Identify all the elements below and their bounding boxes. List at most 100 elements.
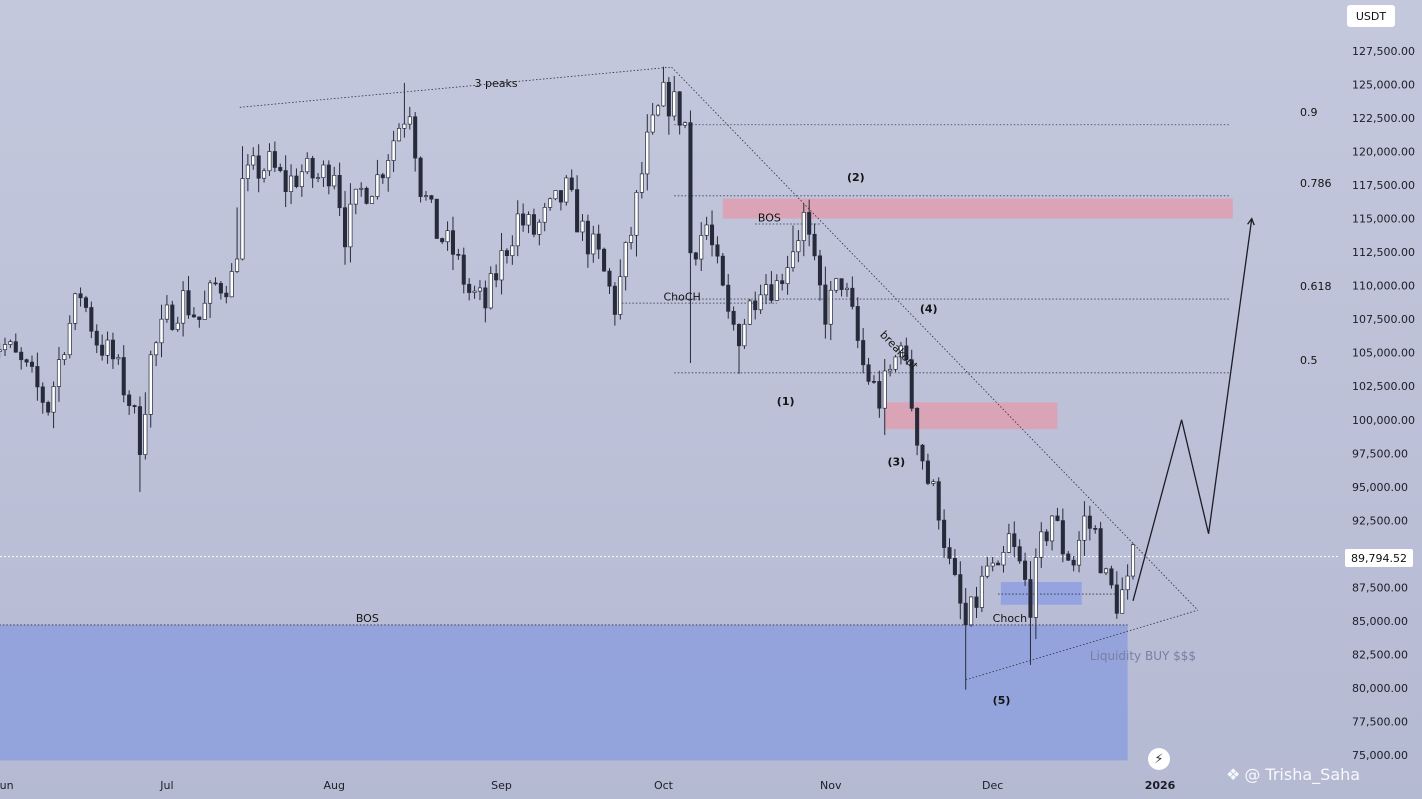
candle xyxy=(1006,523,1011,554)
candle xyxy=(942,509,947,558)
candle xyxy=(855,297,860,349)
price-axis: 75,000.00 77,500.00 80,000.00 82,500.00 85,0… xyxy=(1352,45,1415,762)
candle xyxy=(629,226,634,250)
liquidity-label: Liquidity BUY $$$ xyxy=(1090,649,1196,663)
candle xyxy=(990,556,995,572)
x-tick-label: 2026 xyxy=(1145,779,1176,792)
candle xyxy=(391,130,396,173)
lightning-icon[interactable]: ⚡ xyxy=(1148,748,1170,770)
candle xyxy=(796,230,801,263)
candle xyxy=(774,274,779,301)
candle xyxy=(1012,521,1017,558)
wave-2-label: (2) xyxy=(847,171,865,184)
candle xyxy=(110,332,115,369)
candle xyxy=(893,354,898,372)
candle xyxy=(353,188,358,215)
candle xyxy=(850,276,855,310)
bos-lower-label: BOS xyxy=(356,612,379,625)
candle xyxy=(656,104,661,117)
liquidity-zone-3 xyxy=(0,624,1128,761)
candle xyxy=(974,586,979,619)
candle xyxy=(844,282,849,297)
y-tick-label: 82,500.00 xyxy=(1352,648,1408,661)
candle xyxy=(1050,515,1055,551)
candle xyxy=(839,278,844,297)
candle xyxy=(699,222,704,271)
x-tick-label: Jun xyxy=(0,779,14,792)
candle xyxy=(1033,548,1038,640)
candle xyxy=(197,316,202,328)
watermark-handle: @ Trisha_Saha xyxy=(1244,764,1361,784)
breakout-label: breakout xyxy=(877,328,921,373)
candle xyxy=(650,102,655,135)
candle xyxy=(612,282,617,326)
x-tick-label: Sep xyxy=(491,779,512,792)
candle xyxy=(531,208,536,238)
candle xyxy=(537,219,542,246)
candle xyxy=(191,307,196,318)
candle xyxy=(888,364,893,377)
candle xyxy=(213,277,218,286)
candle xyxy=(904,337,909,365)
candle xyxy=(402,82,407,138)
candle xyxy=(450,216,455,271)
candle xyxy=(677,91,682,135)
candle xyxy=(326,160,331,195)
candle xyxy=(785,255,790,295)
y-tick-label: 127,500.00 xyxy=(1352,45,1415,58)
candle xyxy=(245,154,250,192)
candle xyxy=(8,339,13,348)
candle xyxy=(736,323,742,374)
candle xyxy=(1071,556,1076,572)
candle xyxy=(375,159,380,200)
candle xyxy=(2,337,8,357)
candle xyxy=(229,263,234,298)
candle xyxy=(440,237,445,244)
annotation-text-layer: 0.9 0.786 0.618 0.5 3 peaks breakout BOS BOS Cho… xyxy=(356,77,1332,707)
candle xyxy=(693,251,698,266)
candle xyxy=(175,316,180,332)
candle xyxy=(672,75,677,121)
zones-layer xyxy=(0,198,1233,761)
candle xyxy=(348,183,353,263)
candle xyxy=(1082,501,1087,556)
candle xyxy=(73,292,78,331)
candle xyxy=(208,280,213,318)
candle xyxy=(726,274,731,319)
binance-diamond-icon: ❖ xyxy=(1226,764,1241,784)
candle xyxy=(56,346,61,402)
candle xyxy=(747,298,752,326)
candle xyxy=(580,214,585,241)
annotation-lines-layer xyxy=(0,66,1340,681)
candle xyxy=(29,355,35,373)
candle xyxy=(1017,539,1022,564)
candle xyxy=(623,241,628,291)
supply-zone-0 xyxy=(722,198,1233,219)
candle xyxy=(763,274,769,305)
candle xyxy=(46,400,51,416)
candle xyxy=(1077,531,1082,573)
candle xyxy=(407,106,412,130)
y-tick-label: 120,000.00 xyxy=(1352,146,1415,159)
candle xyxy=(434,198,439,239)
candle xyxy=(62,352,67,366)
y-tick-label: 92,500.00 xyxy=(1352,514,1408,527)
candle xyxy=(299,164,304,197)
x-tick-label: Dec xyxy=(982,779,1003,792)
candle xyxy=(24,358,29,367)
candle xyxy=(1098,521,1103,574)
candle xyxy=(1028,561,1033,665)
candle xyxy=(915,407,920,456)
candle xyxy=(618,259,623,320)
candle xyxy=(920,443,925,470)
candle xyxy=(925,453,930,486)
candle xyxy=(89,301,94,339)
candle xyxy=(445,221,450,251)
candle xyxy=(154,341,159,367)
candle xyxy=(780,273,785,291)
candle xyxy=(575,175,580,233)
candle xyxy=(159,304,164,358)
candle xyxy=(83,295,88,313)
currency-button[interactable]: USDT xyxy=(1347,5,1395,27)
